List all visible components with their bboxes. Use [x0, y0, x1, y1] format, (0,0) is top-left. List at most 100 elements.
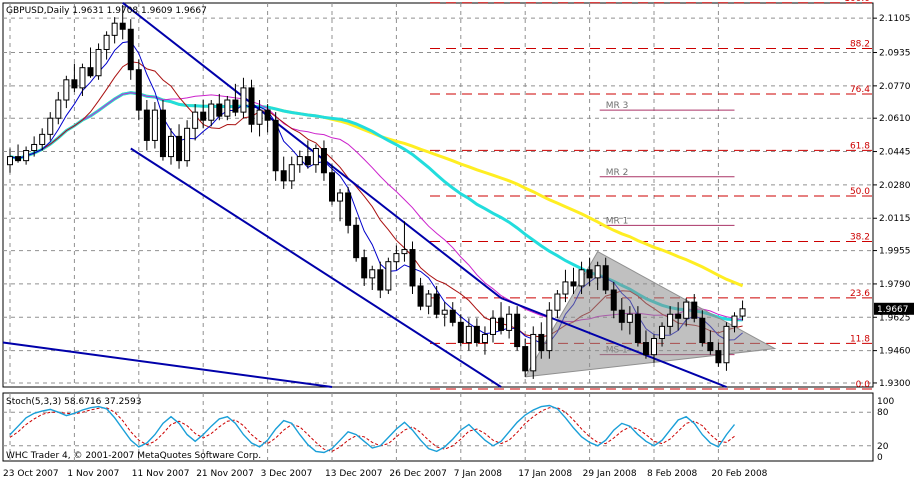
candle-body: [634, 313, 641, 344]
candle-body: [337, 192, 344, 202]
candle-body: [691, 301, 698, 319]
candle-body: [506, 313, 513, 331]
candle-body: [490, 317, 496, 335]
price-tick-label: 1.9955: [879, 247, 911, 257]
stoch-signal-line: [9, 407, 735, 452]
candle-body: [465, 325, 472, 344]
date-tick-label: 7 Jan 2008: [454, 469, 502, 479]
price-tick-label: 2.0770: [879, 82, 911, 92]
candlesticks: [7, 5, 746, 379]
price-tick-label: 2.0280: [879, 181, 911, 191]
candle-body: [522, 346, 529, 372]
candle-body: [409, 249, 416, 287]
candle-body: [143, 109, 150, 141]
candle-body: [320, 148, 327, 174]
candle-body: [699, 317, 706, 344]
candle-body: [570, 281, 577, 287]
candle-body: [578, 269, 585, 287]
candle-body: [554, 293, 561, 311]
candle-body: [31, 143, 38, 152]
fib-level-label: 76.4: [850, 85, 870, 95]
candle-body: [232, 99, 239, 113]
candle-body: [304, 156, 311, 166]
candle-body: [425, 293, 432, 307]
candle-body: [288, 164, 295, 182]
date-tick-label: 20 Feb 2008: [711, 469, 767, 479]
candle-body: [361, 257, 368, 279]
candle-body: [626, 313, 633, 323]
candle-body: [345, 192, 352, 226]
grid: [3, 3, 873, 461]
stoch-scale-label: 0: [877, 453, 883, 463]
fib-level-label: 23.6: [850, 289, 870, 299]
candle-body: [312, 148, 319, 166]
fib-level-label: 11.8: [850, 334, 870, 344]
fib-level-label: 88.2: [850, 39, 870, 49]
date-tick-label: 3 Dec 2007: [261, 469, 313, 479]
candle-body: [168, 135, 174, 158]
date-tick-label: 11 Nov 2007: [132, 469, 190, 479]
candle-body: [71, 79, 78, 89]
candle-body: [667, 313, 674, 327]
candle-body: [675, 313, 682, 319]
channel-lower-line: [130, 147, 502, 388]
candle-body: [87, 67, 94, 77]
candle-body: [385, 261, 392, 291]
candle-body: [594, 265, 601, 279]
channel-upper-line: [122, 2, 502, 299]
candle-body: [176, 135, 183, 162]
candle-body: [184, 127, 191, 162]
stoch-scale-label: 80: [877, 408, 889, 418]
candle-body: [441, 309, 448, 315]
candle-body: [401, 249, 408, 255]
fibonacci-levels: 100.0 88.2 76.4 61.8 50.0 38.2 23.6 11.8 0.0: [430, 0, 873, 390]
price-tick-label: 2.0610: [879, 114, 911, 124]
candle-body: [79, 67, 86, 89]
candle-body: [103, 34, 110, 50]
candle-body: [377, 269, 384, 291]
candle-body: [119, 22, 126, 30]
price-tick-label: 1.9300: [879, 379, 911, 389]
candle-body: [659, 325, 666, 339]
candle-body: [264, 109, 271, 121]
date-tick-label: 26 Dec 2007: [389, 469, 447, 479]
candle-body: [642, 342, 649, 356]
candle-body: [715, 350, 722, 364]
candle-body: [602, 265, 609, 291]
candle-body: [546, 309, 553, 352]
fib-level-label: 38.2: [850, 232, 870, 242]
candle-body: [393, 253, 400, 263]
price-tick-label: 2.1105: [879, 14, 911, 24]
date-tick-label: 13 Dec 2007: [325, 469, 383, 479]
candle-body: [240, 87, 247, 113]
candle-body: [618, 309, 625, 323]
candle-body: [216, 103, 223, 117]
copyright-text: WHC Trader 4, © 2001-2007 MetaQuotes Sof…: [6, 451, 261, 461]
candle-body: [473, 325, 480, 344]
candle-body: [296, 156, 303, 166]
date-axis: 23 Oct 2007 1 Nov 2007 11 Nov 2007 21 Nov 2…: [3, 469, 768, 479]
candle-body: [127, 28, 134, 71]
candle-body: [47, 117, 54, 135]
candle-body: [514, 313, 521, 348]
date-tick-label: 17 Jan 2008: [518, 469, 572, 479]
candle-body: [586, 269, 593, 279]
candle-body: [457, 321, 464, 344]
candle-body: [192, 111, 199, 129]
candle-body: [135, 69, 142, 111]
candle-body: [248, 87, 255, 125]
price-tick-label: 2.0115: [879, 214, 911, 224]
candle-body: [481, 333, 488, 344]
stoch-scale-label: 100: [877, 397, 894, 407]
date-tick-label: 21 Nov 2007: [196, 469, 254, 479]
candle-body: [683, 301, 690, 319]
pivot-label: MR 1: [606, 216, 629, 226]
symbol-header: GBPUSD,Daily 1.9631 1.9708 1.9609 1.9667: [6, 6, 207, 16]
price-tick-label: 2.0445: [879, 148, 911, 158]
candle-body: [353, 224, 360, 259]
stoch-scale-label: 20: [877, 442, 889, 452]
candle-body: [433, 293, 440, 315]
candle-body: [369, 269, 376, 279]
